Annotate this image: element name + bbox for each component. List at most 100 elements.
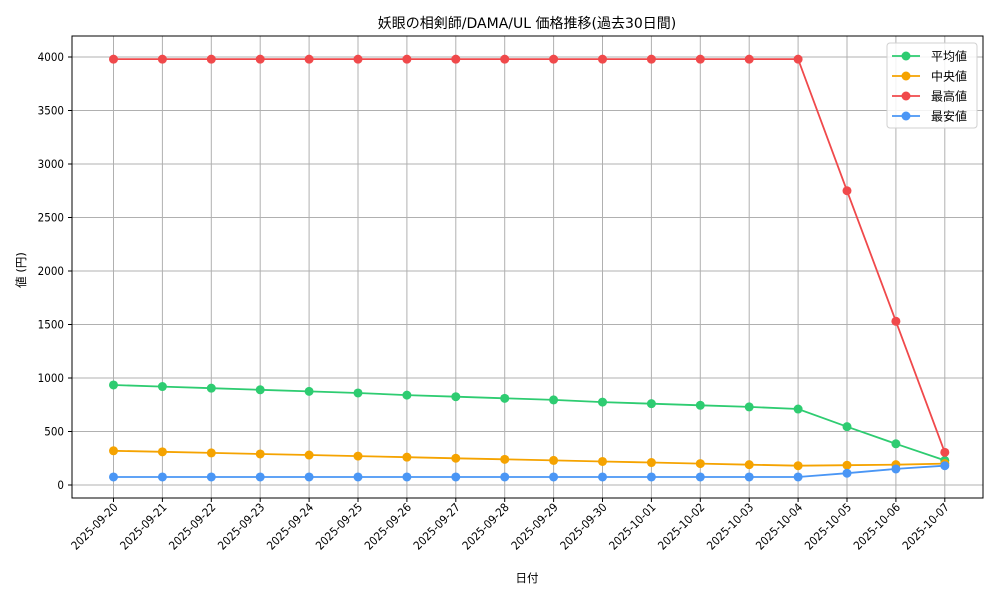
data-point <box>695 459 705 469</box>
series-最高値 <box>109 54 950 457</box>
y-tick-label: 1500 <box>38 318 64 332</box>
chart-title: 妖眼の相剣師/DAMA/UL 価格推移(過去30日間) <box>378 16 676 32</box>
x-tick-label: 2025-09-29 <box>508 500 560 552</box>
series-line <box>113 384 946 462</box>
x-tick-label: 2025-10-05 <box>802 500 854 552</box>
legend-item: 最高値 <box>892 89 967 104</box>
data-point <box>206 383 216 393</box>
data-point <box>157 54 167 64</box>
x-tick-label: 2025-10-02 <box>655 500 707 552</box>
data-point <box>598 472 607 482</box>
legend-item: 中央値 <box>892 69 967 84</box>
data-point <box>793 461 803 471</box>
data-point <box>646 54 656 64</box>
data-point <box>549 54 559 64</box>
data-point <box>744 402 754 412</box>
data-point <box>402 472 412 482</box>
x-tick-label: 2025-09-30 <box>557 500 609 552</box>
data-point <box>451 392 461 402</box>
data-point <box>255 54 265 64</box>
data-point <box>451 472 461 482</box>
y-tick-label: 4000 <box>38 50 64 64</box>
x-tick-label: 2025-10-03 <box>704 500 756 552</box>
data-point <box>695 400 705 410</box>
x-tick-label: 2025-09-24 <box>264 500 316 552</box>
data-point <box>402 452 412 462</box>
data-point <box>157 382 167 392</box>
x-tick-label: 2025-09-22 <box>166 500 218 552</box>
data-point <box>549 472 559 482</box>
x-tick-label: 2025-10-07 <box>900 500 952 552</box>
series-line <box>113 464 945 478</box>
data-point <box>598 456 607 466</box>
data-point <box>744 460 754 470</box>
x-tick-label: 2025-10-01 <box>606 500 658 552</box>
y-tick-label: 3000 <box>38 157 64 171</box>
data-point <box>353 451 363 461</box>
data-point <box>549 395 559 405</box>
data-point <box>451 54 461 64</box>
data-point <box>157 447 167 457</box>
series-平均値 <box>109 380 950 465</box>
grid-lines <box>72 36 983 498</box>
plot-area-frame <box>71 35 984 499</box>
x-tick-label: 2025-09-25 <box>313 500 365 552</box>
data-point <box>793 404 803 414</box>
data-point <box>646 399 656 409</box>
x-tick-label: 2025-09-20 <box>68 500 120 552</box>
y-axis-label: 値 (円) <box>14 252 28 288</box>
data-point <box>402 54 412 64</box>
series-中央値 <box>109 446 950 471</box>
data-point <box>500 54 510 64</box>
x-tick-label: 2025-09-21 <box>117 500 169 552</box>
x-axis-label: 日付 <box>516 571 539 585</box>
y-tick-label: 1000 <box>38 371 64 385</box>
series-line <box>113 58 946 453</box>
data-point <box>598 397 607 407</box>
data-point <box>304 54 314 64</box>
data-point <box>842 186 852 196</box>
legend-item: 平均値 <box>892 49 967 64</box>
legend-marker <box>901 111 911 121</box>
data-point <box>304 472 314 482</box>
legend-label: 最高値 <box>931 89 967 104</box>
data-point <box>255 385 265 395</box>
data-point <box>891 464 901 474</box>
data-point <box>451 453 461 463</box>
data-point <box>842 460 852 470</box>
y-tick-label: 0 <box>57 478 64 492</box>
legend-label: 中央値 <box>931 69 967 84</box>
data-point <box>549 455 559 465</box>
data-point <box>940 461 950 471</box>
x-tick-label: 2025-10-04 <box>753 500 805 552</box>
data-point <box>353 54 363 64</box>
data-point <box>353 388 363 398</box>
data-point <box>206 448 216 458</box>
data-point <box>891 316 901 326</box>
data-point <box>842 468 852 478</box>
data-point <box>109 446 118 456</box>
data-point <box>500 454 510 464</box>
x-tick-label: 2025-09-23 <box>215 500 267 552</box>
data-series <box>109 54 950 482</box>
data-point <box>646 472 656 482</box>
y-axis-ticks: 0 500 1000 1500 2000 2500 3000 3500 4000 <box>38 50 72 492</box>
legend-label: 平均値 <box>931 49 967 64</box>
series-line <box>113 449 945 467</box>
data-point <box>695 54 705 64</box>
legend-box <box>886 42 978 129</box>
data-point <box>109 54 118 64</box>
data-point <box>255 449 265 459</box>
data-point <box>500 393 510 403</box>
legend-marker <box>901 91 911 101</box>
y-tick-label: 2500 <box>38 211 64 225</box>
y-tick-label: 2000 <box>38 264 64 278</box>
data-point <box>940 447 950 457</box>
data-point <box>695 472 705 482</box>
data-point <box>206 472 216 482</box>
data-point <box>744 54 754 64</box>
data-point <box>206 54 216 64</box>
data-point <box>157 472 167 482</box>
